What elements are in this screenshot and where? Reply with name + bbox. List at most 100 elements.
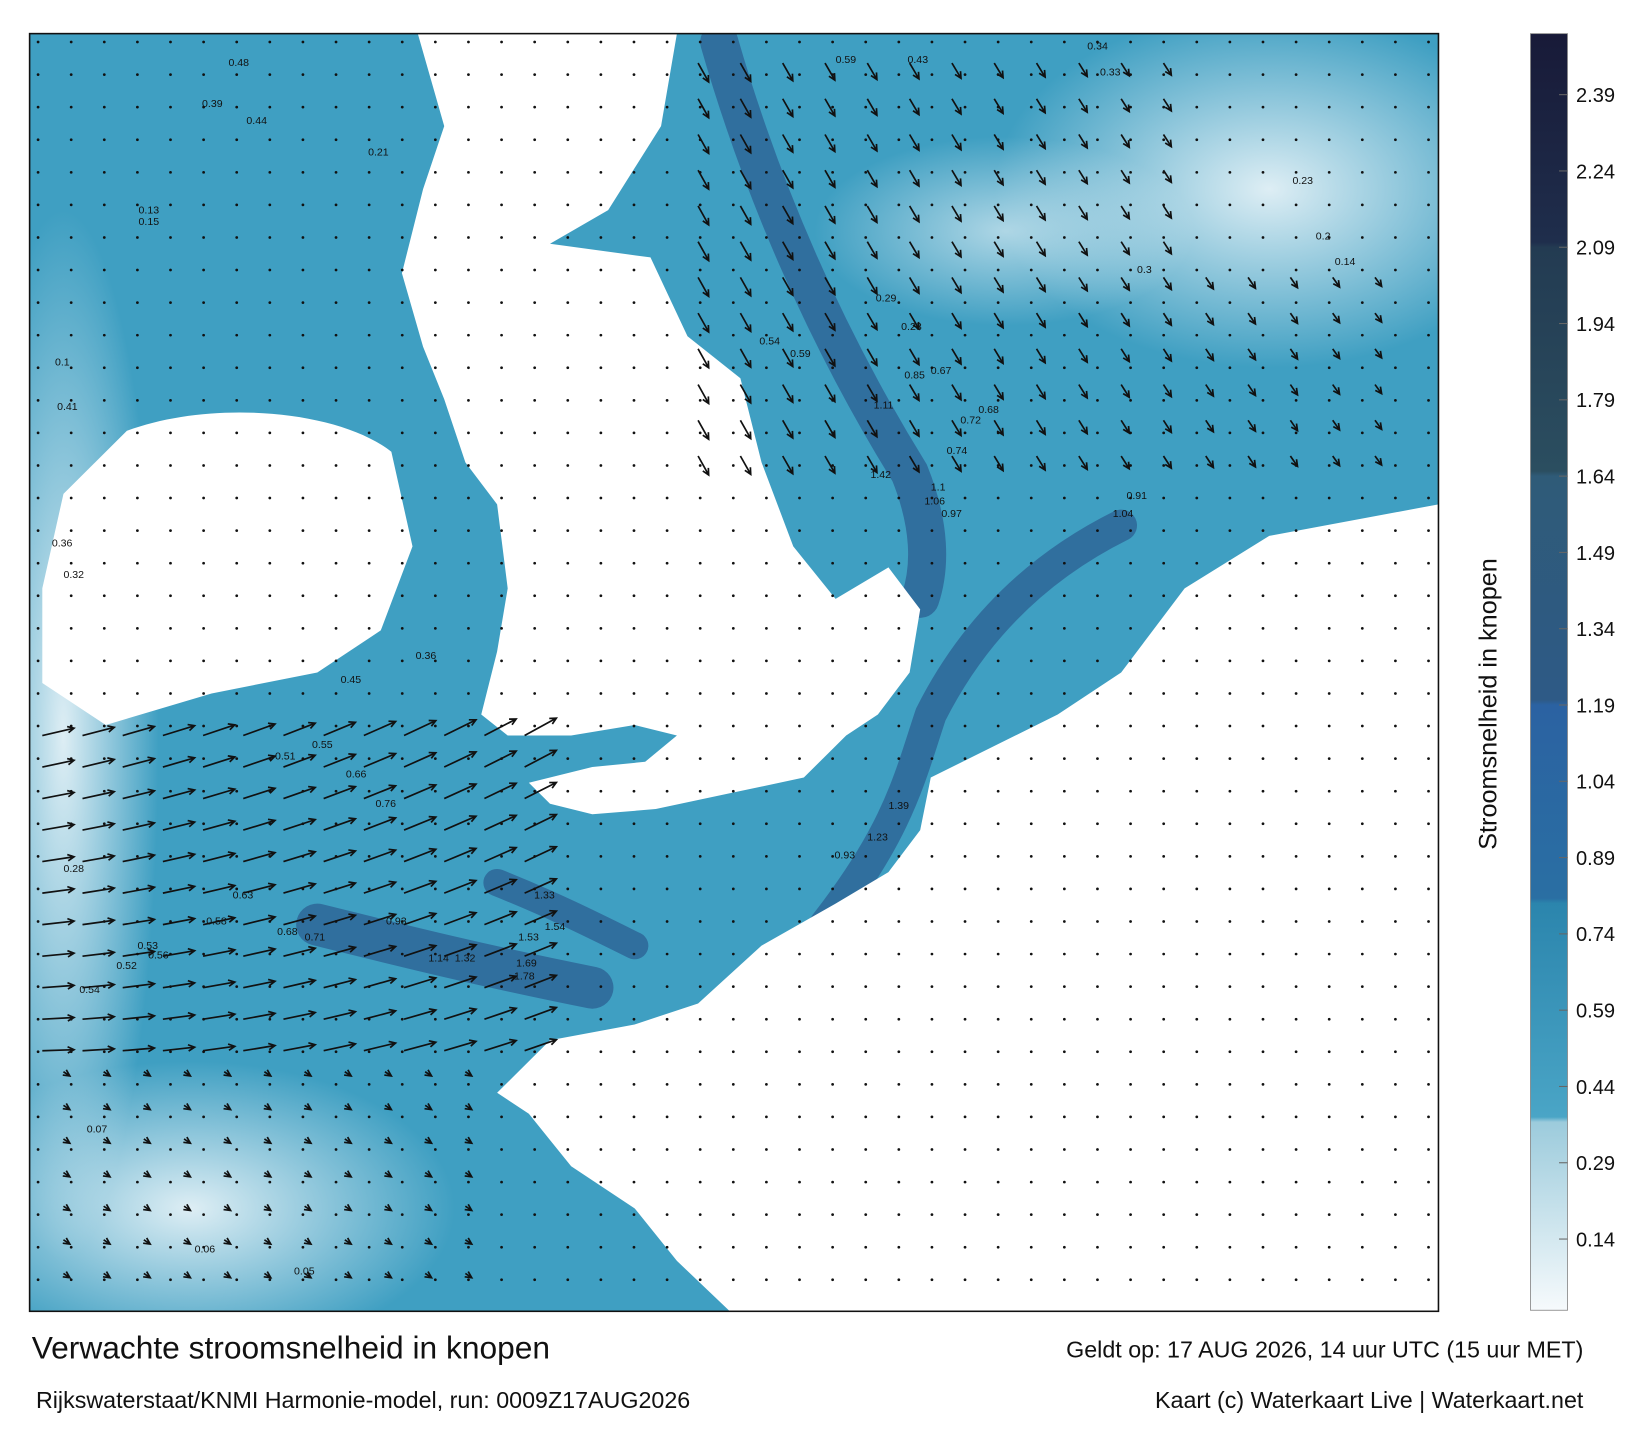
grid-dot	[599, 496, 603, 500]
current-arrow	[951, 312, 962, 330]
grid-dot	[1261, 203, 1265, 207]
grid-dot	[665, 1082, 669, 1086]
grid-dot	[765, 398, 768, 402]
grid-dot	[169, 236, 172, 239]
grid-dot	[301, 105, 305, 109]
grid-dot	[1129, 985, 1132, 988]
grid-dot	[930, 333, 934, 337]
grid-dot	[102, 268, 106, 272]
grid-dot	[1129, 1050, 1132, 1054]
grid-dot	[1294, 1115, 1298, 1119]
grid-dot	[334, 757, 338, 760]
grid-dot	[169, 333, 172, 337]
current-arrow	[993, 348, 1005, 366]
grid-dot	[69, 170, 73, 174]
grid-dot	[1129, 1148, 1132, 1151]
grid-dot	[831, 333, 834, 337]
grid-dot	[1129, 1278, 1132, 1282]
grid-dot	[169, 659, 172, 663]
grid-dot	[268, 692, 272, 695]
grid-dot	[897, 724, 901, 728]
grid-dot	[1360, 724, 1364, 728]
grid-dot	[334, 1017, 338, 1021]
grid-dot	[566, 1050, 570, 1054]
current-arrow	[484, 942, 518, 957]
current-arrow	[908, 241, 920, 260]
grid-dot	[1162, 659, 1166, 663]
grid-dot	[102, 1050, 106, 1054]
grid-dot	[367, 1213, 371, 1217]
grid-dot	[665, 757, 669, 760]
grid-dot	[367, 1082, 371, 1086]
grid-dot	[1427, 431, 1430, 435]
current-arrow	[303, 1069, 313, 1077]
grid-dot	[102, 301, 106, 304]
grid-dot	[69, 1148, 73, 1151]
grid-dot	[433, 1148, 437, 1151]
grid-dot	[731, 952, 735, 956]
grid-dot	[500, 170, 503, 174]
grid-dot	[765, 170, 768, 174]
grid-dot	[467, 692, 470, 695]
grid-dot	[864, 626, 868, 630]
grid-dot	[1228, 203, 1232, 207]
grid-dot	[864, 366, 868, 370]
current-arrow	[739, 455, 752, 476]
grid-dot	[831, 789, 834, 793]
current-label: 0.07	[87, 1124, 108, 1136]
current-arrow	[993, 384, 1005, 401]
grid-dot	[1129, 887, 1132, 891]
current-arrow	[824, 276, 836, 297]
current-arrow	[781, 98, 794, 119]
grid-dot	[1261, 398, 1265, 402]
grid-dot	[533, 268, 537, 272]
current-arrow	[1247, 348, 1257, 362]
grid-dot	[1427, 170, 1430, 174]
grid-dot	[566, 301, 570, 304]
current-arrow	[243, 946, 277, 957]
grid-dot	[500, 366, 503, 370]
grid-dot	[169, 431, 172, 435]
grid-dot	[1029, 692, 1033, 695]
current-arrow	[42, 853, 76, 863]
current-arrow	[202, 787, 237, 800]
grid-dot	[1327, 1245, 1331, 1249]
current-arrow	[1035, 62, 1047, 79]
grid-dot	[897, 1050, 901, 1054]
grid-dot	[433, 887, 437, 891]
grid-dot	[599, 301, 603, 304]
grid-dot	[566, 398, 570, 402]
grid-dot	[169, 529, 172, 532]
grid-dot	[963, 138, 967, 142]
grid-dot	[1029, 529, 1033, 532]
grid-dot	[1129, 301, 1132, 304]
grid-dot	[1096, 1213, 1099, 1217]
grid-dot	[433, 920, 437, 923]
grid-dot	[1096, 398, 1099, 402]
grid-dot	[1394, 268, 1397, 272]
grid-dot	[102, 138, 106, 142]
grid-dot	[698, 594, 702, 598]
current-arrow	[424, 1103, 434, 1111]
current-arrow	[344, 1203, 353, 1212]
grid-dot	[1394, 170, 1397, 174]
grid-dot	[765, 724, 768, 728]
grid-dot	[1129, 789, 1132, 793]
current-arrow	[1120, 169, 1131, 185]
grid-dot	[864, 398, 868, 402]
current-arrow	[363, 1040, 398, 1052]
grid-dot	[1327, 789, 1331, 793]
current-arrow	[162, 819, 197, 831]
colorbar-tick-label: 1.49	[1576, 543, 1615, 565]
grid-dot	[202, 692, 205, 695]
current-label: 0.52	[116, 960, 137, 972]
current-arrow	[202, 1011, 237, 1021]
current-label: 0.1	[55, 357, 70, 369]
grid-dot	[202, 789, 205, 793]
current-arrow	[1078, 98, 1089, 114]
grid-dot	[467, 1213, 470, 1217]
grid-dot	[334, 1050, 338, 1054]
current-arrow	[1162, 241, 1173, 256]
grid-dot	[102, 73, 106, 76]
grid-dot	[566, 333, 570, 337]
